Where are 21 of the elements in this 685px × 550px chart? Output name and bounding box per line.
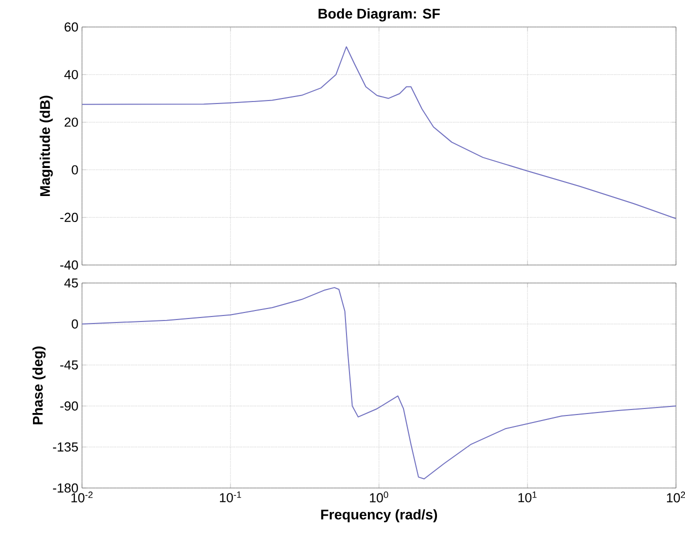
y-tick-label: 60 — [64, 22, 78, 32]
y-axis-title: Magnitude (dB) — [40, 96, 53, 196]
y-tick-label: -20 — [60, 212, 78, 222]
y-axis-title: Phase (deg) — [32, 346, 46, 424]
x-tick-label: 10$^{-1}$ — [220, 492, 242, 502]
y-tick-label: 0 — [72, 165, 78, 174]
y-tick-label: 20 — [64, 118, 78, 127]
x-axis-title: Frequency (rad/s) — [321, 509, 438, 522]
y-tick-label: 40 — [64, 70, 78, 80]
x-tick-label: 10$^{2}$ — [666, 492, 685, 502]
chart-title: Bode Diagram: SF — [318, 8, 440, 22]
y-tick-label: -135 — [53, 442, 78, 452]
y-tick-label: 0 — [72, 319, 78, 329]
x-tick-label: 10$^{0}$ — [370, 492, 388, 502]
y-tick-label: 45 — [64, 278, 78, 288]
x-tick-label: 10$^{-2}$ — [71, 492, 93, 502]
y-tick-label: -45 — [60, 360, 78, 370]
y-tick-label: -40 — [60, 260, 78, 270]
x-tick-label: 10$^{1}$ — [518, 492, 537, 502]
y-tick-label: -180 — [53, 483, 78, 493]
y-tick-label: -90 — [60, 401, 78, 411]
